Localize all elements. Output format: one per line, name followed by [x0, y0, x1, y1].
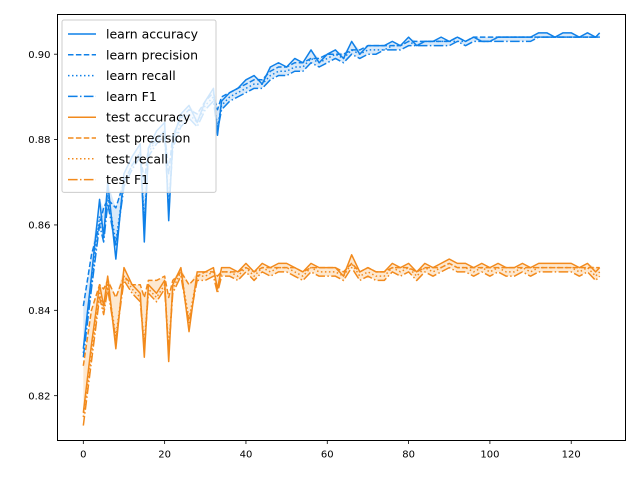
x-tick-label: 120: [562, 450, 581, 461]
x-tick-label: 60: [321, 450, 334, 461]
legend[interactable]: learn accuracy learn precision learn recal…: [61, 19, 217, 193]
x-tick-label: 100: [480, 450, 499, 461]
legend-label: test F1: [106, 172, 149, 187]
series-line-test-precision: [82, 262, 600, 366]
legend-item[interactable]: learn recall: [68, 68, 176, 83]
x-tick-label: 0: [80, 450, 86, 461]
x-tick-label: 40: [240, 450, 253, 461]
x-axis: 0 20 40 60 80 100 120: [80, 440, 581, 461]
y-axis: 0.82 0.84 0.86 0.88 0.90: [28, 50, 58, 402]
legend-item[interactable]: learn precision: [68, 47, 198, 62]
legend-label: test accuracy: [106, 110, 191, 125]
legend-box: [61, 19, 217, 193]
x-tick-label: 80: [402, 450, 415, 461]
plot-frame: [57, 14, 626, 441]
x-tick-label: 20: [158, 450, 171, 461]
legend-label: test precision: [106, 131, 190, 146]
y-tick-label: 0.86: [28, 221, 50, 232]
y-tick-label: 0.84: [28, 306, 50, 317]
y-tick-label: 0.90: [28, 50, 50, 61]
series-line-learn-recall: [82, 36, 600, 354]
legend-label: learn recall: [106, 68, 176, 83]
legend-label: learn precision: [106, 47, 198, 62]
y-tick-label: 0.82: [28, 391, 50, 402]
series-line-test-f1: [82, 266, 601, 426]
legend-label: learn accuracy: [106, 27, 199, 42]
legend-item[interactable]: test accuracy: [68, 110, 191, 125]
y-tick-label: 0.88: [28, 135, 50, 146]
legend-item[interactable]: test recall: [68, 151, 168, 166]
legend-item[interactable]: learn F1: [68, 89, 157, 104]
legend-item[interactable]: test precision: [68, 131, 190, 146]
legend-item[interactable]: learn accuracy: [68, 27, 199, 42]
legend-label: test recall: [106, 151, 168, 166]
legend-label: learn F1: [106, 89, 157, 104]
legend-item[interactable]: test F1: [68, 172, 149, 187]
